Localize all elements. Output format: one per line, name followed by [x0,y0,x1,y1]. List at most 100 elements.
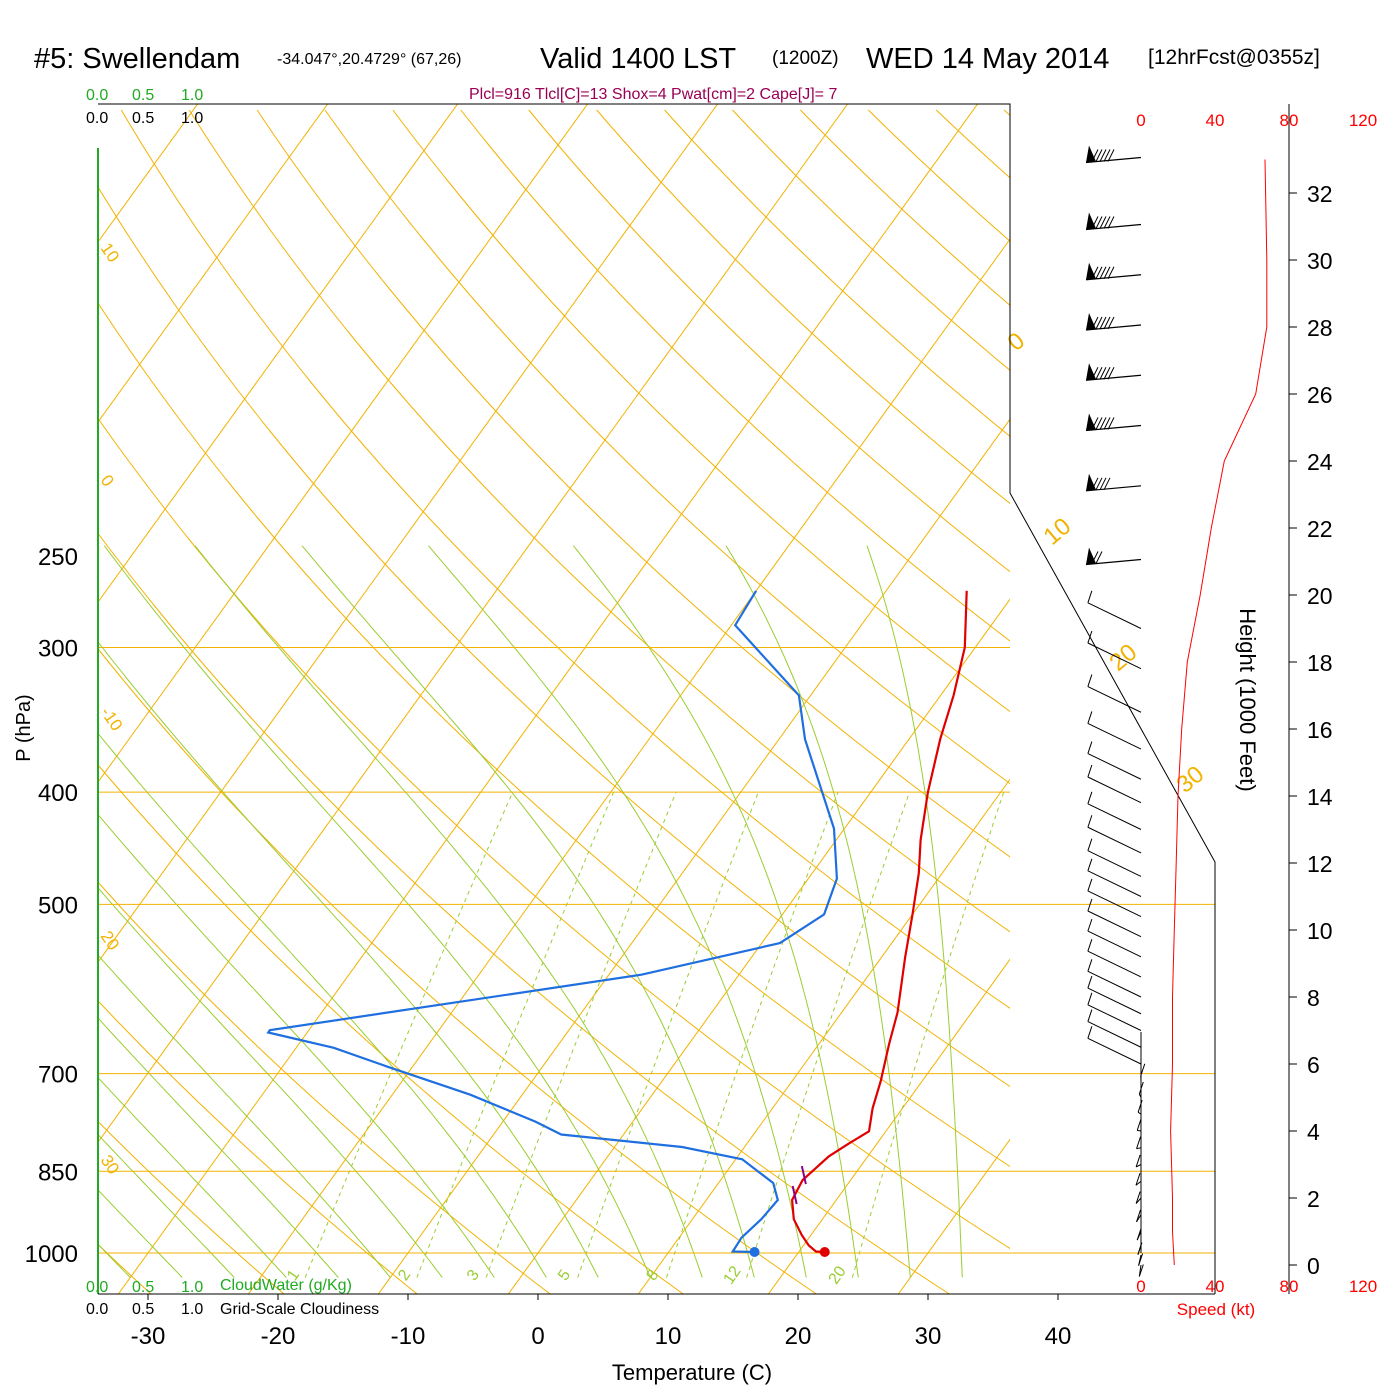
height-tick-label: 26 [1307,382,1333,408]
chart-header: #5: Swellendam -34.047°,20.4729° (67,26)… [34,43,1320,103]
right-adiabat-label: 10 [1039,513,1077,551]
wind-barb [1085,313,1142,331]
mixing-ratio-line [416,792,615,1278]
wind-barb [1135,1154,1142,1168]
height-axis-label: Height (1000 Feet) [1235,608,1260,791]
isotherm-line [1028,104,1400,1294]
station-location: -34.047°,20.4729° (67,26) [277,51,461,68]
wind-barb [1085,473,1142,492]
cloud-bot-k-2: 1.0 [181,1301,203,1318]
moist-adiabat-line [98,813,495,1278]
height-tick-label: 6 [1307,1052,1320,1078]
isotherm-line [98,104,459,603]
wind-barb [1140,1063,1146,1081]
isotherm-line [637,778,1010,1294]
dry-adiabat-line [800,109,1010,306]
x-tick-label: -10 [391,1323,426,1350]
wind-barb [1138,1081,1144,1098]
left-adiabat-label: 10 [97,239,123,265]
speed-tick-bottom: 120 [1349,1277,1377,1296]
mixing-ratio-label: 3 [464,1267,483,1284]
cloud-bot-g-2: 1.0 [181,1279,203,1296]
speed-tick-top: 0 [1136,111,1145,130]
y-axis-label: P (hPa) [13,694,35,761]
wind-barb [1087,674,1142,713]
isotherm-line [1288,104,1400,1294]
y-tick-label: 300 [38,636,78,663]
mixing-ratio-label: 20 [826,1263,850,1287]
left-adiabat-label: -10 [97,703,127,734]
height-tick-label: 0 [1307,1253,1320,1279]
wind-barb [1087,878,1142,918]
moist-adiabat-line [866,545,963,1278]
y-tick-label: 400 [38,780,78,807]
wind-barb [1087,791,1142,830]
cloud-top-k-1: 0.5 [132,110,154,127]
moist-adiabat-line [98,732,547,1278]
isotherm-line [117,104,979,1294]
wind-barb [1087,918,1142,958]
cloud-bot-g-0: 0.0 [86,1279,108,1296]
mixing-ratio-label: 5 [555,1267,574,1284]
wind-barb [1085,363,1142,381]
x-tick-label: 40 [1045,1323,1072,1350]
grid-lines [98,104,1400,1294]
wind-barb [1136,1118,1142,1132]
height-tick-label: 4 [1307,1119,1320,1145]
mixing-ratio-line [746,792,910,1278]
isotherm-line [897,1138,1010,1294]
y-tick-label: 850 [38,1159,78,1186]
mixing-ratio-line [304,791,514,1278]
wind-barb [1136,1227,1142,1241]
dry-adiabat-line [98,302,1010,1168]
height-tick-label: 22 [1307,516,1333,542]
mixing-ratio-label: 8 [643,1267,662,1284]
speed-axis-label: Speed (kt) [1177,1300,1255,1319]
height-tick-label: 2 [1307,1186,1320,1212]
dry-adiabat-line [596,109,1010,505]
speed-tick-bottom: 0 [1136,1277,1145,1296]
valid-time: Valid 1400 LST [540,43,736,75]
height-tick-label: 24 [1307,449,1333,475]
wind-barb [1137,1100,1143,1115]
wind-barb [1087,959,1142,998]
height-tick-label: 14 [1307,784,1333,810]
x-tick-label: -20 [261,1323,296,1350]
dry-adiabat-line [732,109,1010,371]
speed-tick-top: 40 [1206,111,1225,130]
moist-adiabat-line [103,545,651,1278]
cloud-bot-g-1: 0.5 [132,1279,154,1296]
isotherm-line [98,104,849,1144]
wind-speed-profile [1170,159,1268,1266]
isotherm-line [507,598,1010,1294]
height-tick-label: 18 [1307,650,1333,676]
cloudwater-label: CloudWater (g/Kg) [220,1277,352,1294]
isotherm-line [98,104,719,964]
x-tick-label: 30 [915,1323,942,1350]
moist-adiabat-line [98,1017,339,1278]
wind-barb [1087,630,1142,670]
cloud-scale-top: 0.0 0.5 1.0 0.0 0.5 1.0 [86,87,203,127]
dry-adiabat-line [98,881,551,1294]
dry-adiabat-line [98,417,1010,1250]
mixing-ratio-line [485,792,677,1278]
wind-barb [1087,741,1142,780]
cloud-scale-bottom: 0.0 0.5 1.0 CloudWater (g/Kg) 0.0 0.5 1.… [86,1277,379,1318]
right-adiabat-label: 20 [1105,639,1143,677]
y-tick-label: 250 [38,544,78,571]
cloud-top-k-2: 1.0 [181,110,203,127]
sounding-indices: Plcl=916 Tlcl[C]=13 Shox=4 Pwat[cm]=2 Ca… [469,86,837,103]
cloud-top-g-1: 0.5 [132,87,154,104]
lcl-mark [800,1165,807,1185]
height-tick-label: 10 [1307,918,1333,944]
wind-barb [1135,1173,1142,1186]
dry-adiabat-line [460,109,1010,642]
wind-barb [1136,1209,1142,1223]
moist-adiabat-line [194,545,703,1278]
dry-adiabat-line [98,764,684,1294]
moist-adiabat-line [725,545,911,1278]
moist-adiabat-line [573,545,859,1278]
isotherm-line [1158,104,1400,1294]
wind-barb [1135,1191,1142,1204]
